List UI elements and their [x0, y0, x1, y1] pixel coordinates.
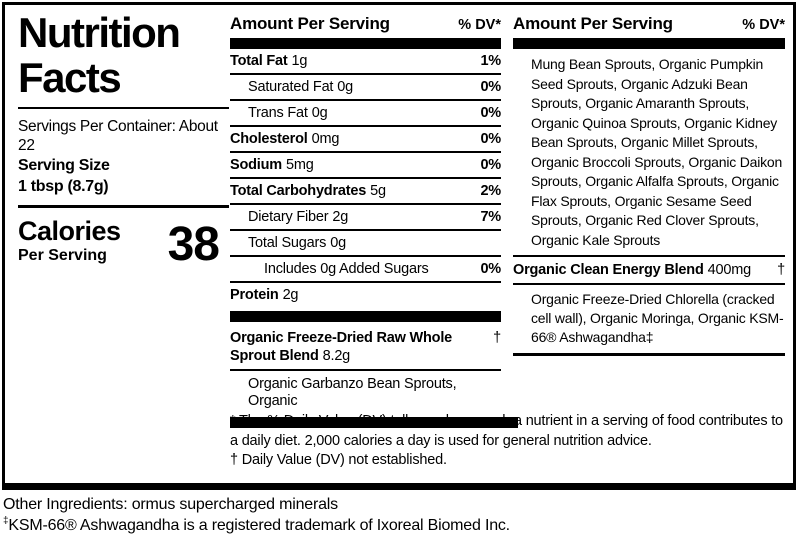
nutrient-row-added-sugars: Includes 0g Added Sugars 0%	[230, 257, 501, 283]
calories-label: Calories	[18, 216, 121, 246]
calories-sublabel: Per Serving	[18, 247, 107, 264]
divider	[18, 107, 229, 109]
nutrient-amount: 0mg	[311, 131, 340, 147]
title-line-2: Facts	[18, 54, 122, 101]
nutrient-dv: 1%	[480, 53, 501, 69]
dv-header-label: % DV*	[742, 17, 785, 33]
left-column: Nutrition Facts Servings Per Container: …	[18, 10, 229, 271]
nutrient-row-saturated-fat: Saturated Fat 0g 0%	[230, 75, 501, 101]
nutrient-name-text: Includes 0g Added Sugars	[264, 261, 429, 277]
sprout-blend-ingredients: Organic Garbanzo Bean Sprouts, Organic	[248, 376, 457, 409]
nutrient-name-bold: Sodium	[230, 157, 282, 173]
nutrient-amount: 0g	[330, 235, 346, 251]
nutrient-row-total-fat: Total Fat 1g 1%	[230, 49, 501, 75]
thick-bar	[230, 417, 518, 428]
nutrient-name: Total Carbohydrates 5g	[230, 183, 386, 200]
nutrient-name-bold: Total Carbohydrates	[230, 183, 367, 199]
nutrient-name-bold: Total Fat	[230, 53, 288, 69]
dv-footnote: * The % Daily Value (DV) tells you how m…	[230, 413, 783, 449]
divider	[18, 205, 229, 208]
nutrient-amount: 5g	[370, 183, 386, 199]
nutrient-dv: 0%	[480, 79, 501, 95]
nutrient-row-protein: Protein 2g	[230, 283, 501, 307]
nutrient-amount: 1g	[291, 53, 308, 69]
title-line-1: Nutrition	[18, 9, 181, 56]
dv-header-label: % DV*	[458, 17, 501, 33]
nutrient-name-text: Trans Fat	[248, 105, 308, 121]
nutrient-name: Cholesterol 0mg	[230, 131, 339, 148]
amount-per-serving-label: Amount Per Serving	[513, 14, 673, 33]
energy-blend-name-bold: Organic Clean Energy Blend	[513, 262, 704, 278]
nutrient-name: Includes 0g Added Sugars	[264, 261, 429, 278]
nutrient-amount: 5mg	[285, 157, 314, 173]
trademark-text: KSM-66® Ashwagandha is a registered trad…	[8, 517, 510, 534]
nutrient-row-sodium: Sodium 5mg 0%	[230, 153, 501, 179]
below-label-text: Other Ingredients: ormus supercharged mi…	[3, 494, 723, 536]
nutrition-facts-title: Nutrition Facts	[18, 10, 229, 100]
calories-value: 38	[167, 218, 220, 271]
middle-column: Amount Per Serving % DV* Total Fat 1g 1% …	[230, 14, 518, 428]
nutrient-dv	[495, 287, 501, 304]
nutrient-row-trans-fat: Trans Fat 0g 0%	[230, 101, 501, 127]
nutrient-row-total-carbohydrates: Total Carbohydrates 5g 2%	[230, 179, 501, 205]
sprout-blend-name-bold: Organic Freeze-Dried Raw Whole Sprout Bl…	[230, 330, 453, 364]
serving-size-label: Serving Size	[18, 157, 110, 174]
nutrient-name-text: Total Sugars	[248, 235, 327, 251]
not-established-footnote: † Daily Value (DV) not established.	[230, 452, 447, 468]
nutrient-dv: 7%	[480, 209, 501, 225]
nutrient-name: Protein 2g	[230, 287, 298, 304]
nutrient-dv	[495, 235, 501, 252]
nutrient-amount: 2g	[282, 287, 299, 303]
sprout-blend-dv: †	[493, 330, 501, 346]
nutrient-row-cholesterol: Cholesterol 0mg 0%	[230, 127, 501, 153]
calories-row: Calories Per Serving 38	[18, 217, 229, 271]
nutrient-name: Total Fat 1g	[230, 53, 307, 70]
energy-blend-row: Organic Clean Energy Blend 400mg †	[513, 257, 785, 285]
energy-blend-ingredients: Organic Freeze-Dried Chlorella (cracked …	[513, 285, 785, 356]
right-column: Amount Per Serving % DV* Mung Bean Sprou…	[513, 14, 785, 356]
servings-per-container: Servings Per Container: About 22	[18, 118, 218, 154]
other-ingredients-line: Other Ingredients: ormus supercharged mi…	[3, 496, 338, 513]
nutrient-dv: 0%	[480, 157, 501, 173]
energy-blend-dv: †	[777, 262, 785, 278]
thick-bar	[230, 311, 501, 322]
sprout-blend-row: Organic Freeze-Dried Raw Whole Sprout Bl…	[230, 322, 501, 371]
calories-label-group: Calories Per Serving	[18, 217, 121, 265]
trademark-line: ‡KSM-66® Ashwagandha is a registered tra…	[3, 515, 723, 536]
nutrient-amount: 0g	[311, 105, 328, 121]
energy-blend-name: Organic Clean Energy Blend 400mg	[513, 262, 751, 279]
sprout-blend-amount: 8.2g	[322, 348, 351, 364]
sprout-ingredients-list: Mung Bean Sprouts, Organic Pumpkin Seed …	[513, 49, 785, 257]
amount-per-serving-header: Amount Per Serving % DV*	[230, 14, 501, 34]
nutrient-name-text: Saturated Fat	[248, 79, 334, 95]
nutrition-label-box: Nutrition Facts Servings Per Container: …	[2, 2, 796, 490]
nutrient-rows: Total Fat 1g 1% Saturated Fat 0g 0% Trans …	[230, 49, 501, 307]
energy-blend-amount: 400mg	[707, 262, 752, 278]
thick-bar	[230, 38, 501, 49]
nutrient-name-bold: Cholesterol	[230, 131, 308, 147]
nutrient-amount: 2g	[332, 209, 349, 225]
nutrient-name: Saturated Fat 0g	[248, 79, 353, 96]
double-dagger-mark: ‡	[3, 515, 9, 527]
nutrient-name: Dietary Fiber 2g	[248, 209, 348, 226]
nutrient-dv: 0%	[480, 261, 501, 277]
thick-bar	[513, 38, 785, 49]
nutrient-dv: 2%	[480, 183, 501, 199]
nutrient-name: Sodium 5mg	[230, 157, 314, 174]
serving-size-value: 1 tbsp (8.7g)	[18, 178, 109, 195]
nutrient-amount: 0g	[337, 79, 353, 95]
nutrient-name: Trans Fat 0g	[248, 105, 328, 122]
amount-per-serving-header: Amount Per Serving % DV*	[513, 14, 785, 34]
nutrient-dv: 0%	[480, 105, 501, 121]
amount-per-serving-label: Amount Per Serving	[230, 14, 390, 33]
nutrient-name: Total Sugars 0g	[248, 235, 346, 252]
nutrient-name-text: Dietary Fiber	[248, 209, 329, 225]
nutrient-dv: 0%	[480, 131, 501, 147]
footnotes: * The % Daily Value (DV) tells you how m…	[230, 412, 787, 471]
nutrient-row-dietary-fiber: Dietary Fiber 2g 7%	[230, 205, 501, 231]
nutrient-name-bold: Protein	[230, 287, 279, 303]
nutrient-row-total-sugars: Total Sugars 0g	[230, 231, 501, 257]
sprout-blend-name: Organic Freeze-Dried Raw Whole Sprout Bl…	[230, 329, 468, 365]
